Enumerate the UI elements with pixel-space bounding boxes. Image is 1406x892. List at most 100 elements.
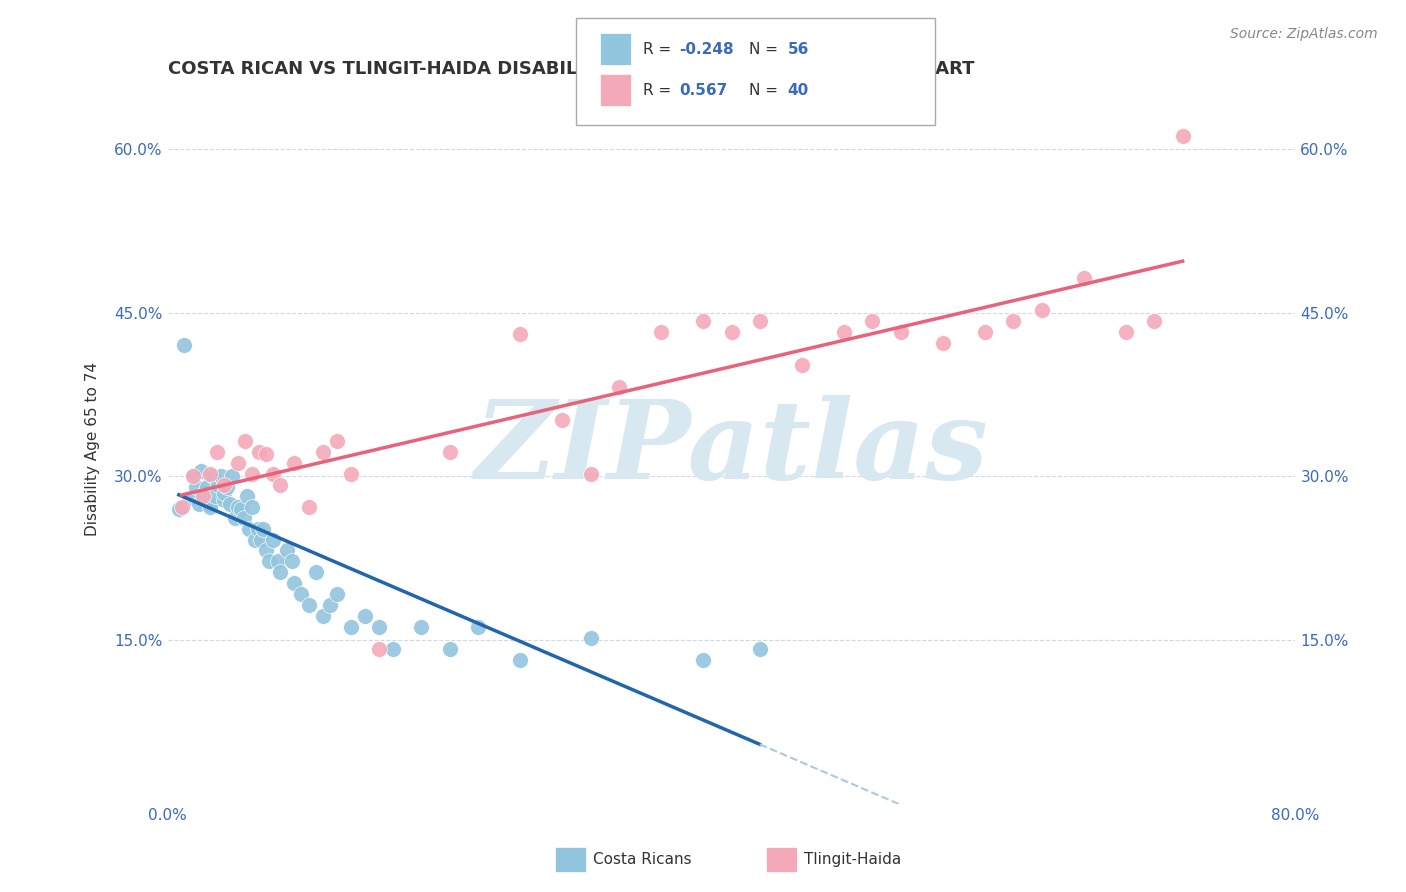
Point — [198, 467, 221, 482]
Point — [190, 464, 212, 478]
Point — [509, 652, 531, 666]
Point — [179, 491, 201, 505]
Point — [1171, 128, 1194, 143]
Point — [304, 566, 326, 580]
Point — [368, 620, 391, 634]
Point — [249, 533, 271, 547]
Point — [1115, 326, 1137, 340]
Point — [974, 326, 997, 340]
Point — [238, 522, 260, 536]
Point — [262, 467, 284, 482]
Point — [692, 652, 714, 666]
Point — [1002, 314, 1025, 328]
Text: Tlingit-Haida: Tlingit-Haida — [804, 853, 901, 867]
Point — [201, 469, 224, 483]
Point — [509, 327, 531, 342]
Point — [205, 445, 228, 459]
Text: N =: N = — [749, 83, 783, 97]
Point — [240, 500, 263, 514]
Point — [297, 598, 319, 612]
Point — [325, 587, 347, 601]
Point — [226, 456, 249, 470]
Point — [382, 641, 405, 656]
Point — [247, 445, 270, 459]
Point — [209, 469, 232, 483]
Point — [181, 469, 204, 483]
Point — [254, 448, 277, 462]
Point — [283, 456, 305, 470]
Point — [257, 554, 280, 568]
Point — [218, 497, 240, 511]
Text: 40: 40 — [787, 83, 808, 97]
Point — [890, 326, 912, 340]
Point — [311, 445, 333, 459]
Point — [235, 489, 257, 503]
Text: -0.248: -0.248 — [679, 42, 734, 56]
Text: 0.567: 0.567 — [679, 83, 727, 97]
Point — [198, 500, 221, 514]
Point — [340, 620, 363, 634]
Point — [692, 314, 714, 328]
Point — [229, 502, 252, 516]
Point — [187, 497, 209, 511]
Point — [226, 500, 249, 514]
Text: N =: N = — [749, 42, 783, 56]
Point — [167, 502, 190, 516]
Point — [368, 641, 391, 656]
Point — [318, 598, 340, 612]
Point — [411, 620, 433, 634]
Point — [290, 587, 312, 601]
Point — [832, 326, 855, 340]
Point — [932, 336, 955, 351]
Point — [212, 478, 235, 492]
Text: Costa Ricans: Costa Ricans — [593, 853, 692, 867]
Point — [439, 641, 461, 656]
Point — [748, 641, 770, 656]
Point — [240, 467, 263, 482]
Point — [579, 631, 602, 645]
Point — [212, 493, 235, 508]
Point — [354, 609, 377, 624]
Point — [246, 522, 269, 536]
Text: ZIPatlas: ZIPatlas — [475, 395, 988, 503]
Point — [193, 485, 215, 500]
Text: R =: R = — [643, 42, 676, 56]
Point — [280, 554, 302, 568]
Point — [439, 445, 461, 459]
Point — [181, 469, 204, 483]
Point — [276, 543, 298, 558]
Point — [1031, 303, 1053, 318]
Point — [340, 467, 363, 482]
Point — [198, 497, 221, 511]
Text: 56: 56 — [787, 42, 808, 56]
Point — [184, 480, 207, 494]
Point — [224, 510, 246, 524]
Point — [215, 480, 238, 494]
Point — [862, 314, 884, 328]
Text: R =: R = — [643, 83, 676, 97]
Point — [232, 510, 254, 524]
Point — [204, 489, 226, 503]
Point — [243, 533, 266, 547]
Point — [212, 485, 235, 500]
Point — [233, 434, 256, 449]
Point — [1073, 270, 1095, 285]
Point — [325, 434, 347, 449]
Point — [650, 326, 672, 340]
Point — [579, 467, 602, 482]
Point — [269, 566, 291, 580]
Point — [311, 609, 333, 624]
Point — [297, 500, 319, 514]
Point — [191, 489, 214, 503]
Point — [195, 480, 218, 494]
Point — [266, 554, 288, 568]
Point — [1143, 314, 1166, 328]
Point — [790, 358, 813, 372]
Point — [607, 380, 630, 394]
Point — [720, 326, 742, 340]
Y-axis label: Disability Age 65 to 74: Disability Age 65 to 74 — [86, 362, 100, 536]
Point — [207, 478, 229, 492]
Text: COSTA RICAN VS TLINGIT-HAIDA DISABILITY AGE 65 TO 74 CORRELATION CHART: COSTA RICAN VS TLINGIT-HAIDA DISABILITY … — [167, 60, 974, 78]
Point — [254, 543, 277, 558]
Point — [173, 338, 195, 352]
